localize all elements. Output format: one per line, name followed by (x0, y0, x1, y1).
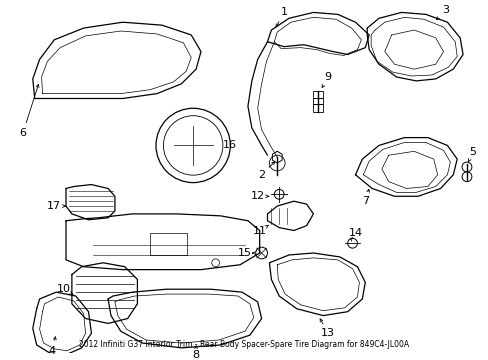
Text: 4: 4 (49, 346, 56, 356)
Text: 12: 12 (250, 191, 264, 201)
Text: 17: 17 (47, 201, 61, 211)
Text: 10: 10 (57, 284, 71, 294)
Text: 15: 15 (238, 248, 251, 258)
Text: 16: 16 (223, 140, 237, 150)
Text: 3: 3 (441, 5, 448, 15)
Text: 2: 2 (258, 170, 264, 180)
Text: 6: 6 (20, 128, 26, 138)
Text: 7: 7 (361, 196, 368, 206)
Text: 9: 9 (324, 72, 331, 82)
Bar (150, 233, 187, 255)
Circle shape (156, 108, 230, 183)
Circle shape (163, 116, 223, 175)
Bar (313, 91, 323, 112)
Text: 8: 8 (192, 350, 199, 360)
Text: 13: 13 (321, 328, 334, 338)
Text: 11: 11 (252, 225, 266, 235)
Text: 5: 5 (468, 147, 475, 157)
Text: 1: 1 (280, 8, 287, 17)
Text: 14: 14 (348, 229, 362, 238)
Text: 2012 Infiniti G37 Interior Trim - Rear Body Spacer-Spare Tire Diagram for 849C4-: 2012 Infiniti G37 Interior Trim - Rear B… (79, 340, 409, 349)
